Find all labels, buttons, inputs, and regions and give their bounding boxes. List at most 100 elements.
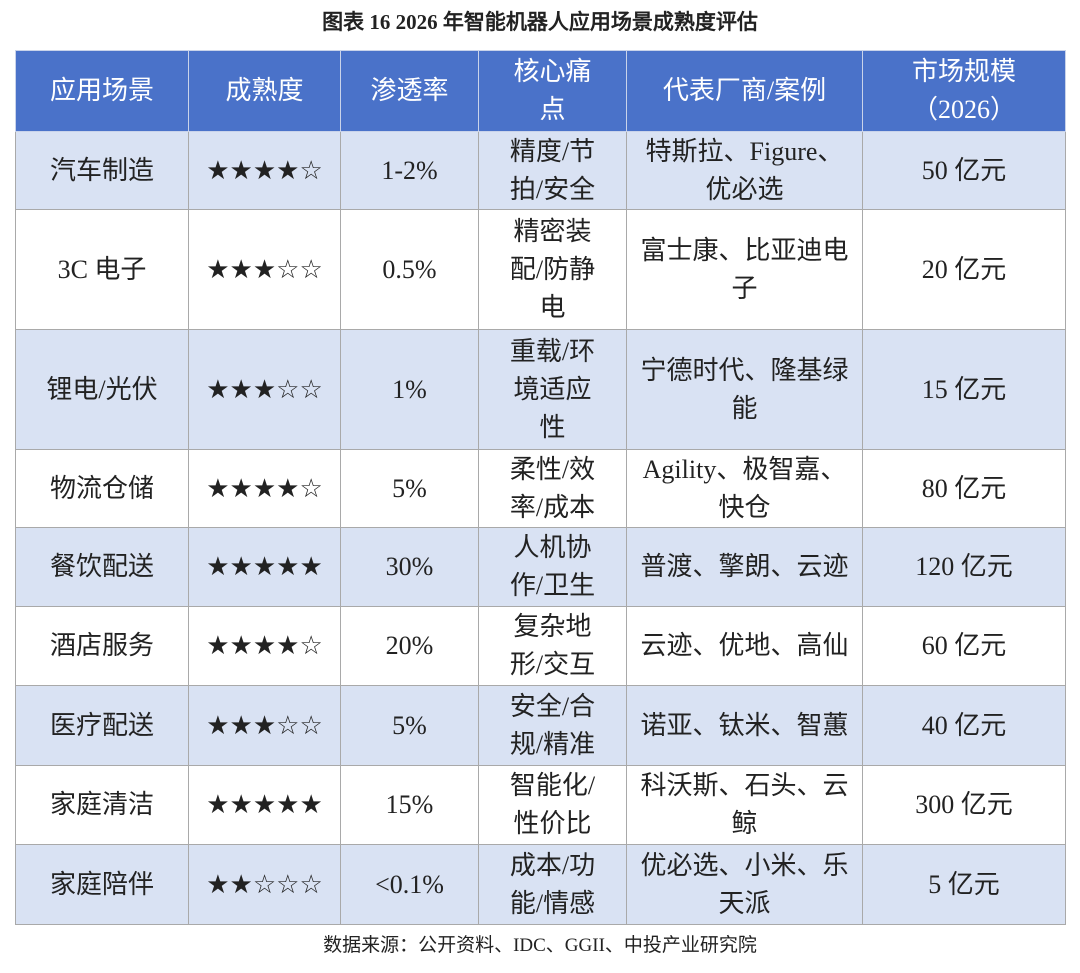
table-cell: 精密装配/防静电 bbox=[478, 209, 627, 330]
cell-text: 餐饮配送 bbox=[49, 552, 154, 581]
cell-text: 5% bbox=[392, 710, 427, 740]
table-cell: 锂电/光伏 bbox=[15, 329, 189, 450]
column-header: 应用场景 bbox=[15, 50, 189, 132]
cell-text: 3C 电子 bbox=[57, 254, 147, 284]
cell-text: 1-2% bbox=[381, 155, 438, 185]
table-cell: 20 亿元 bbox=[862, 209, 1066, 330]
table-cell: 家庭清洁 bbox=[15, 765, 189, 845]
cell-text: 5% bbox=[392, 473, 427, 503]
header-text: 成熟度 bbox=[225, 76, 304, 105]
cell-text: ★★★★★ bbox=[206, 790, 323, 819]
cell-text: 5 亿元 bbox=[928, 869, 1000, 899]
table: 应用场景 成熟度 渗透率 核心痛点 代表厂商/案例 市场规模（2026） 汽车制造 ★★★★… bbox=[15, 50, 1066, 925]
cell-text: ★★★☆☆ bbox=[206, 710, 323, 740]
table-cell: 医疗配送 bbox=[15, 685, 189, 766]
cell-text: 40 亿元 bbox=[921, 710, 1007, 740]
table-cell: 30% bbox=[340, 527, 479, 607]
table-row: 家庭清洁 ★★★★★ 15% 智能化/性价比 科沃斯、石头、云鲸 300 亿元 bbox=[15, 765, 1066, 845]
cell-text: 20 亿元 bbox=[921, 254, 1007, 284]
cell-text: 300 亿元 bbox=[915, 790, 1013, 819]
cell-text: ★★★★★ bbox=[206, 552, 323, 581]
cell-text: ★★★★☆ bbox=[206, 631, 323, 660]
table-row: 物流仓储 ★★★★☆ 5% 柔性/效率/成本 Agility、极智嘉、快仓 80 亿元 bbox=[15, 449, 1066, 528]
table-cell: 柔性/效率/成本 bbox=[478, 449, 627, 528]
table-cell: 汽车制造 bbox=[15, 131, 189, 210]
table-cell: ★★★★☆ bbox=[188, 606, 341, 686]
table-cell: 餐饮配送 bbox=[15, 527, 189, 607]
table-cell: 安全/合规/精准 bbox=[478, 685, 627, 766]
cell-text: 重载/环境适应性 bbox=[509, 336, 596, 442]
source-note: 数据来源：公开资料、IDC、GGII、中投产业研究院 bbox=[323, 935, 757, 956]
table-cell: ★★★☆☆ bbox=[188, 685, 341, 766]
table-cell: 诺亚、钛米、智蕙 bbox=[626, 685, 863, 766]
header-text: 应用场景 bbox=[49, 76, 154, 105]
table-cell: ★★★☆☆ bbox=[188, 209, 341, 330]
table-cell: 复杂地形/交互 bbox=[478, 606, 627, 686]
table-cell: 5% bbox=[340, 685, 479, 766]
table-cell: 80 亿元 bbox=[862, 449, 1066, 528]
table-row: 锂电/光伏 ★★★☆☆ 1% 重载/环境适应性 宁德时代、隆基绿能 15 亿元 bbox=[15, 329, 1066, 450]
column-header: 渗透率 bbox=[340, 50, 479, 132]
column-header: 市场规模（2026） bbox=[862, 50, 1066, 132]
table-cell: 物流仓储 bbox=[15, 449, 189, 528]
title: 图表 16 2026 年智能机器人应用场景成熟度评估 bbox=[322, 10, 758, 34]
cell-text: 智能化/性价比 bbox=[509, 771, 596, 838]
column-header: 成熟度 bbox=[188, 50, 341, 132]
table-cell: ★★★★★ bbox=[188, 527, 341, 607]
cell-text: 15 亿元 bbox=[921, 374, 1007, 404]
cell-text: 云迹、优地、高仙 bbox=[640, 631, 849, 660]
cell-text: ★★★☆☆ bbox=[206, 374, 323, 404]
column-header: 核心痛点 bbox=[478, 50, 627, 132]
cell-text: 60 亿元 bbox=[921, 631, 1007, 660]
table-row: 汽车制造 ★★★★☆ 1-2% 精度/节拍/安全 特斯拉、Figure、优必选 50 亿元 bbox=[15, 131, 1066, 210]
table-cell: 酒店服务 bbox=[15, 606, 189, 686]
cell-text: 30% bbox=[385, 552, 434, 581]
table-cell: 120 亿元 bbox=[862, 527, 1066, 607]
table-cell: 0.5% bbox=[340, 209, 479, 330]
table-cell: 15% bbox=[340, 765, 479, 845]
table-cell: 特斯拉、Figure、优必选 bbox=[626, 131, 863, 210]
table-cell: 成本/功能/情感 bbox=[478, 844, 627, 925]
table-cell: 精度/节拍/安全 bbox=[478, 131, 627, 210]
cell-text: 锂电/光伏 bbox=[46, 374, 158, 404]
cell-text: 家庭陪伴 bbox=[49, 869, 154, 899]
cell-text: 科沃斯、石头、云鲸 bbox=[640, 771, 849, 838]
table-row: 医疗配送 ★★★☆☆ 5% 安全/合规/精准 诺亚、钛米、智蕙 40 亿元 bbox=[15, 685, 1066, 766]
cell-text: 0.5% bbox=[382, 254, 437, 284]
cell-text: ★★★★☆ bbox=[206, 155, 323, 185]
table-cell: 60 亿元 bbox=[862, 606, 1066, 686]
cell-text: <0.1% bbox=[375, 869, 444, 899]
table-row: 家庭陪伴 ★★☆☆☆ <0.1% 成本/功能/情感 优必选、小米、乐天派 5 亿元 bbox=[15, 844, 1066, 925]
cell-text: ★★☆☆☆ bbox=[206, 869, 323, 899]
table-cell: 重载/环境适应性 bbox=[478, 329, 627, 450]
table-cell: 优必选、小米、乐天派 bbox=[626, 844, 863, 925]
cell-text: 诺亚、钛米、智蕙 bbox=[640, 710, 849, 740]
cell-text: ★★★☆☆ bbox=[206, 254, 323, 284]
table-cell: ★★★☆☆ bbox=[188, 329, 341, 450]
table-row: 餐饮配送 ★★★★★ 30% 人机协作/卫生 普渡、擎朗、云迹 120 亿元 bbox=[15, 527, 1066, 607]
cell-text: 15% bbox=[385, 790, 434, 819]
header-text: 核心痛点 bbox=[513, 57, 592, 124]
cell-text: 复杂地形/交互 bbox=[509, 612, 596, 679]
table-cell: ★★☆☆☆ bbox=[188, 844, 341, 925]
cell-text: 50 亿元 bbox=[921, 155, 1007, 185]
cell-text: 酒店服务 bbox=[49, 631, 154, 660]
table-cell: 20% bbox=[340, 606, 479, 686]
table-cell: 科沃斯、石头、云鲸 bbox=[626, 765, 863, 845]
table-cell: 300 亿元 bbox=[862, 765, 1066, 845]
cell-text: 医疗配送 bbox=[49, 710, 154, 740]
cell-text: 家庭清洁 bbox=[49, 790, 154, 819]
table-cell: 1-2% bbox=[340, 131, 479, 210]
cell-text: 人机协作/卫生 bbox=[509, 533, 596, 600]
table-cell: 富士康、比亚迪电子 bbox=[626, 209, 863, 330]
cell-text: 精密装配/防静电 bbox=[509, 216, 596, 322]
table-cell: Agility、极智嘉、快仓 bbox=[626, 449, 863, 528]
cell-text: 特斯拉、Figure、优必选 bbox=[645, 136, 844, 204]
cell-text: 成本/功能/情感 bbox=[509, 850, 596, 918]
cell-text: 柔性/效率/成本 bbox=[509, 454, 596, 522]
table-row: 酒店服务 ★★★★☆ 20% 复杂地形/交互 云迹、优地、高仙 60 亿元 bbox=[15, 606, 1066, 686]
cell-text: 精度/节拍/安全 bbox=[509, 136, 596, 204]
header-text: 市场规模（2026） bbox=[911, 57, 1016, 124]
table-cell: 智能化/性价比 bbox=[478, 765, 627, 845]
